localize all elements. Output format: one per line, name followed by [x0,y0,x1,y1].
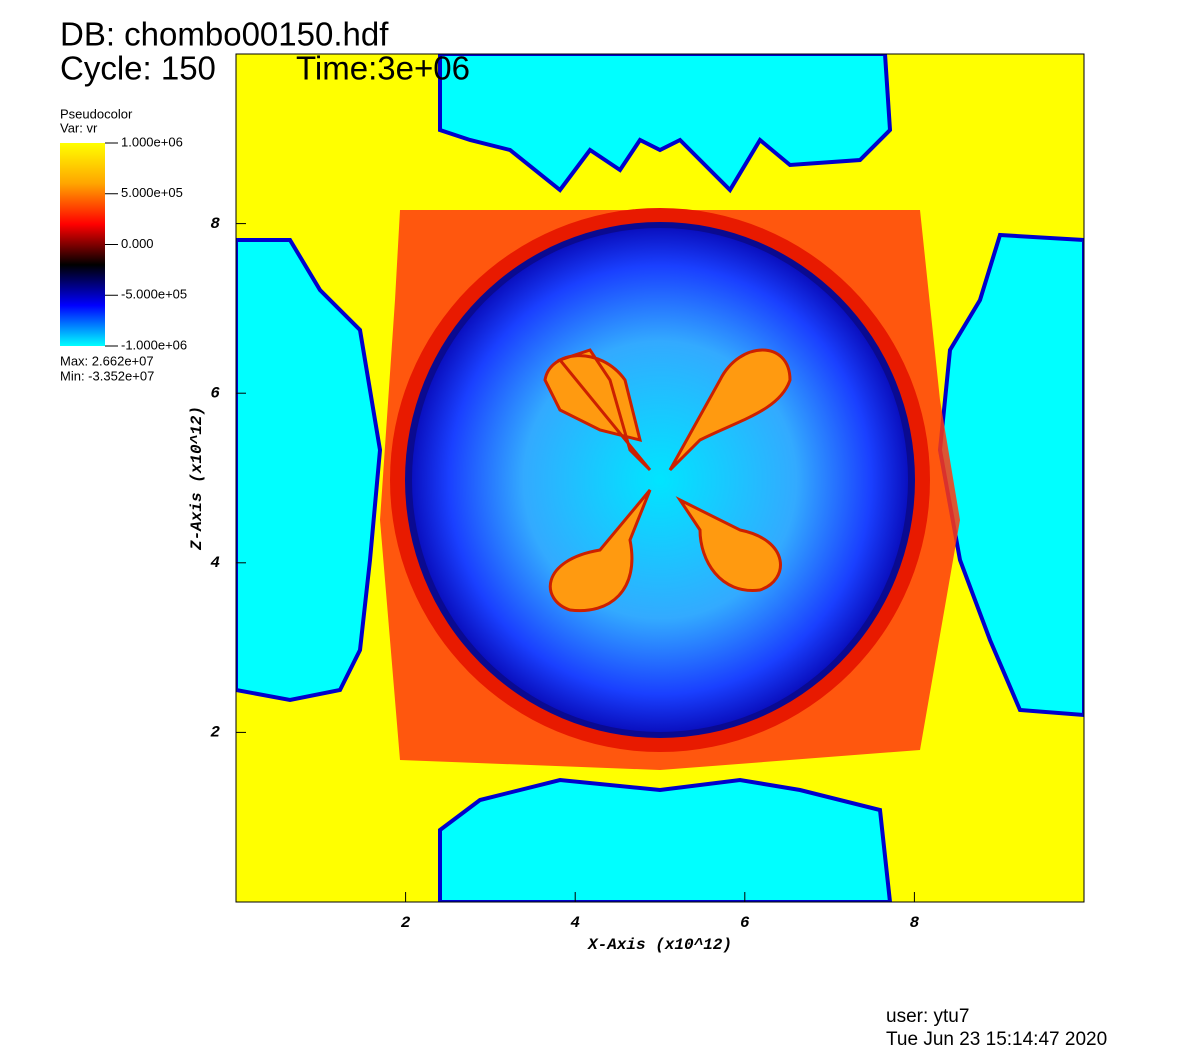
date: Tue Jun 23 15:14:47 2020 [886,1029,1107,1050]
field-shape [668,348,792,472]
y-tick-label: 8 [210,215,220,233]
y-tick-label: 6 [210,384,220,402]
cycle: Cycle: 150 [60,50,216,87]
title: DB: chombo00150.hdf [60,16,389,53]
legend-max: Max: 2.662e+07 [60,353,154,368]
colorbar-tick-label: 5.000e+05 [121,185,183,200]
field-shape [438,54,893,194]
x-tick-label: 2 [401,914,411,932]
x-tick-label: 4 [570,914,580,932]
colorbar-tick-label: 0.000 [121,236,154,251]
field-shape [236,238,383,703]
field-shape [675,496,782,592]
user: user: ytu7 [886,1006,969,1027]
field [236,54,1084,902]
x-axis-label: X-Axis (x10^12) [587,936,732,954]
colorbar-tick-label: -1.000e+06 [121,337,187,352]
plot-frame [235,53,1085,903]
x-tick-label: 6 [740,914,750,932]
x-tick-label: 8 [910,914,920,932]
field-shape [438,777,893,902]
colorbar-tick-label: 1.000e+06 [121,134,183,149]
y-tick-label: 2 [210,724,220,742]
field-shape [548,489,652,613]
y-tick-label: 4 [210,554,220,572]
time: Time:3e+06 [296,50,470,87]
legend-min: Min: -3.352e+07 [60,368,154,383]
field-shape [543,348,652,472]
colorbar-tick-label: -5.000e+05 [121,287,187,302]
y-axis-label: Z-Axis (x10^12) [188,406,206,551]
legend-title: Pseudocolor [60,106,133,121]
colorbar [60,143,105,346]
legend-variable: Var: vr [60,120,98,135]
field-shape [412,228,908,732]
